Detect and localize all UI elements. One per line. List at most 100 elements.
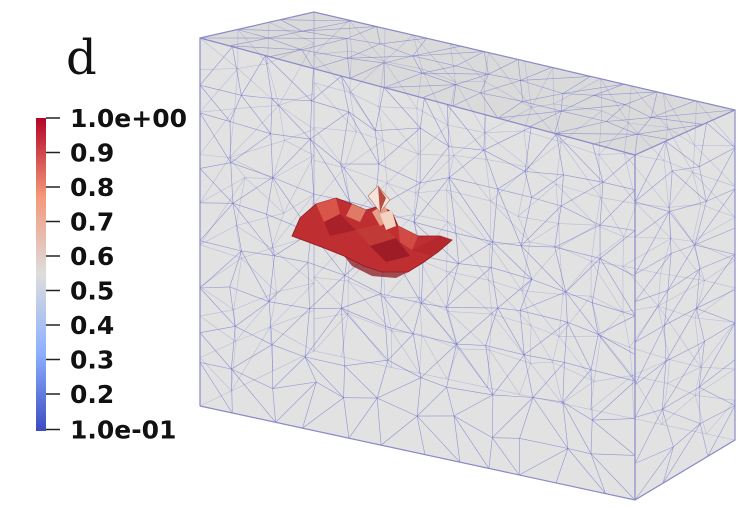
mesh-edge bbox=[348, 111, 376, 131]
mesh-edge bbox=[696, 308, 736, 324]
mesh-edge bbox=[668, 207, 693, 242]
mesh-edge bbox=[391, 367, 420, 374]
mesh-edge bbox=[377, 377, 422, 399]
mesh-edge bbox=[378, 127, 421, 165]
mesh-edge bbox=[413, 303, 422, 335]
mesh-edge bbox=[446, 104, 485, 151]
mesh-edge bbox=[347, 280, 392, 332]
mesh-edge bbox=[632, 375, 663, 425]
mesh-edge bbox=[415, 189, 447, 194]
mesh-edge bbox=[558, 223, 560, 248]
mesh-edge bbox=[386, 153, 419, 184]
mesh-edge bbox=[340, 111, 350, 165]
mesh-edge bbox=[313, 350, 342, 358]
mesh-edge bbox=[385, 326, 414, 335]
mesh-edge bbox=[491, 313, 531, 326]
mesh-edge bbox=[199, 341, 236, 358]
mesh-edge bbox=[229, 105, 280, 158]
mesh-edge bbox=[490, 200, 519, 217]
mesh-edge bbox=[344, 167, 388, 184]
mesh-edge bbox=[634, 211, 670, 275]
mesh-edge bbox=[592, 419, 636, 456]
mesh-edge bbox=[590, 225, 597, 262]
mesh-edge bbox=[698, 387, 701, 424]
mesh-edge bbox=[271, 194, 315, 249]
mesh-edge bbox=[565, 291, 593, 303]
mesh-edge bbox=[625, 104, 652, 118]
mesh-edge bbox=[453, 394, 494, 417]
mesh-edge bbox=[600, 336, 633, 376]
mesh-edge bbox=[558, 336, 595, 382]
mesh-edge bbox=[492, 241, 533, 280]
mesh-edge bbox=[663, 93, 668, 128]
mesh-edge bbox=[622, 236, 625, 267]
colorbar-tick-label: 1.0e-01 bbox=[70, 416, 176, 445]
mesh-edge bbox=[341, 356, 392, 368]
mesh-edge bbox=[446, 386, 493, 396]
mesh-edge bbox=[418, 153, 454, 156]
mesh-edge bbox=[651, 117, 704, 125]
mesh-edge bbox=[554, 133, 638, 135]
mesh-edge bbox=[455, 84, 481, 94]
mesh-edge bbox=[380, 415, 418, 446]
mesh-edge bbox=[562, 401, 592, 454]
mesh-edge bbox=[704, 280, 736, 289]
mesh-edge bbox=[485, 308, 498, 346]
mesh-edge bbox=[384, 297, 392, 331]
mesh-edge bbox=[235, 326, 273, 345]
mesh-edge bbox=[302, 30, 347, 39]
mesh-edge bbox=[378, 163, 421, 184]
mesh-edge bbox=[235, 212, 284, 226]
mesh-edge bbox=[199, 84, 242, 96]
mesh-edge bbox=[448, 149, 484, 178]
mesh-edge bbox=[561, 104, 626, 112]
mesh-edge bbox=[562, 401, 593, 421]
mesh-edge bbox=[634, 325, 665, 385]
mesh-edge bbox=[446, 189, 491, 202]
mesh-edge bbox=[302, 397, 344, 429]
mesh-edge bbox=[520, 80, 524, 102]
mesh-edge bbox=[558, 223, 597, 226]
mesh-edge bbox=[421, 256, 424, 304]
mesh-edge bbox=[199, 177, 246, 204]
mesh-edge bbox=[559, 247, 564, 295]
mesh-edge bbox=[341, 275, 346, 309]
mesh-edge bbox=[524, 133, 557, 172]
colorbar-tick-label: 0.3 bbox=[70, 346, 114, 375]
mesh-edge bbox=[530, 325, 553, 363]
mesh-edge bbox=[696, 308, 705, 342]
mesh-edge bbox=[484, 52, 489, 82]
crack-facet-2 bbox=[324, 214, 356, 236]
mesh-edge bbox=[488, 279, 522, 291]
mesh-edge bbox=[231, 326, 236, 370]
mesh-edge bbox=[480, 74, 489, 94]
mesh-edge bbox=[662, 341, 705, 410]
mesh-edge bbox=[606, 121, 638, 135]
mesh-edge bbox=[421, 334, 459, 350]
mesh-edge bbox=[696, 289, 736, 309]
mesh-edge bbox=[488, 280, 493, 315]
mesh-edge bbox=[232, 177, 273, 204]
mesh-edge bbox=[387, 359, 422, 378]
mesh-edge bbox=[565, 291, 599, 335]
mesh-edge bbox=[530, 363, 563, 404]
mesh-edge bbox=[199, 177, 246, 245]
mesh-edge bbox=[562, 294, 592, 297]
mesh-edge bbox=[657, 306, 670, 360]
mesh-edge bbox=[378, 106, 419, 155]
mesh-edge bbox=[313, 160, 345, 168]
mesh-edge bbox=[591, 380, 636, 421]
mesh-edge bbox=[554, 205, 562, 248]
mesh-edge bbox=[658, 280, 705, 307]
mesh-edge bbox=[699, 147, 736, 167]
colorbar-tick-label: 0.8 bbox=[70, 173, 114, 202]
mesh-edge bbox=[278, 93, 315, 106]
mesh-edge bbox=[663, 127, 668, 161]
mesh-edge bbox=[488, 52, 532, 108]
mesh-edge bbox=[199, 286, 234, 310]
mesh-edge bbox=[694, 201, 707, 245]
mesh-edge bbox=[634, 446, 674, 501]
mesh-edge bbox=[523, 354, 534, 398]
mesh-edge bbox=[602, 154, 636, 183]
mesh-edge bbox=[237, 29, 269, 39]
